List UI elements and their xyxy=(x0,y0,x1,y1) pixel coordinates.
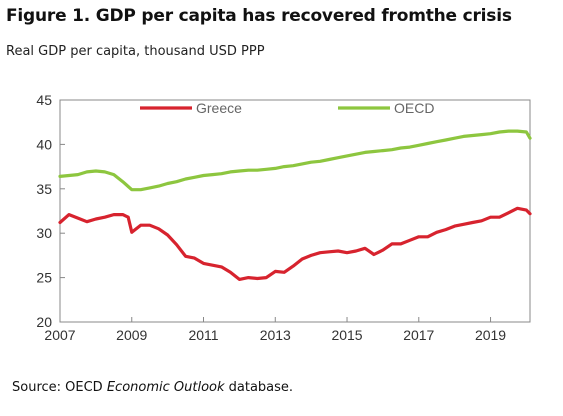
y-tick-label: 40 xyxy=(36,136,52,152)
x-tick-label: 2013 xyxy=(260,327,291,343)
source-italic: Economic Outlook xyxy=(106,380,225,395)
chart-title: Figure 1. GDP per capita has recovered f… xyxy=(6,6,512,26)
legend-label-greece: Greece xyxy=(196,100,242,116)
x-tick-label: 2019 xyxy=(475,327,506,343)
x-tick-label: 2007 xyxy=(44,327,75,343)
y-tick-label: 35 xyxy=(36,181,52,197)
legend-label-oecd: OECD xyxy=(394,100,434,116)
series-lines xyxy=(58,129,532,281)
source-note: Source: OECD Economic Outlook database. xyxy=(12,380,293,395)
series-line-greece xyxy=(58,206,532,281)
x-tick-label: 2017 xyxy=(403,327,434,343)
y-tick-label: 20 xyxy=(36,314,52,330)
y-tick-label: 25 xyxy=(36,270,52,286)
y-axis: 20 25 30 35 40 45 xyxy=(36,92,65,330)
series-line-oecd xyxy=(58,129,532,192)
chart-subtitle: Real GDP per capita, thousand USD PPP xyxy=(6,44,265,59)
legend: Greece OECD xyxy=(140,100,434,116)
x-tick-label: 2009 xyxy=(116,327,147,343)
plot-frame xyxy=(59,99,531,323)
x-axis: 2007 2009 2011 2013 2015 2017 2019 xyxy=(44,317,506,343)
source-suffix: database. xyxy=(224,380,294,395)
y-tick-label: 45 xyxy=(36,92,52,108)
x-tick-label: 2011 xyxy=(188,327,218,343)
x-tick-label: 2015 xyxy=(331,327,362,343)
source-prefix: Source: OECD xyxy=(12,380,107,395)
y-tick-label: 30 xyxy=(36,225,52,241)
